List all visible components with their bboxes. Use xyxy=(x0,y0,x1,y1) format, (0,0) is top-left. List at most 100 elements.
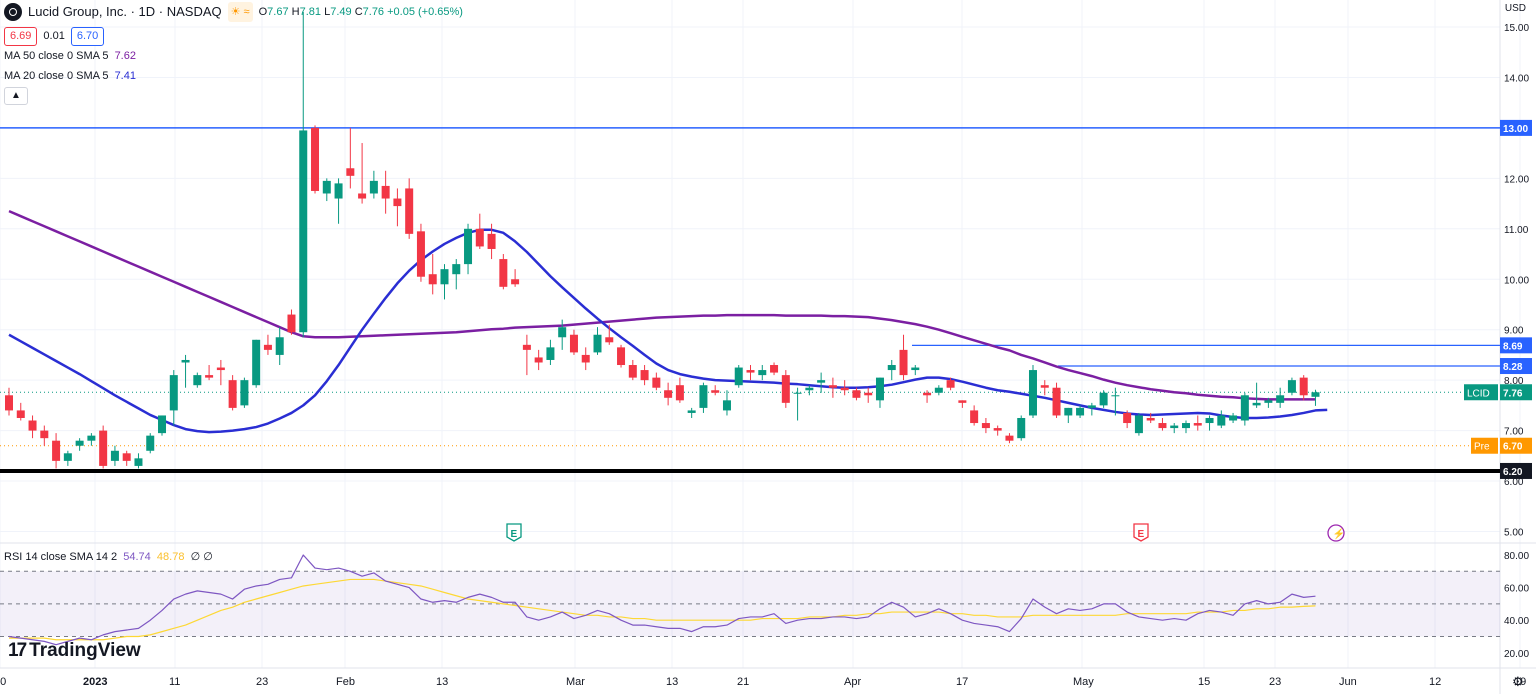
sell-price-button[interactable]: 6.69 xyxy=(4,26,38,46)
candle-body xyxy=(87,435,96,441)
candle xyxy=(416,223,425,282)
rsi-tick-label: 40.00 xyxy=(1504,616,1529,627)
candle xyxy=(299,11,308,338)
candle xyxy=(475,213,484,249)
candle-body xyxy=(193,375,202,386)
candle-body xyxy=(99,430,108,466)
candle xyxy=(1170,423,1179,434)
candle-body xyxy=(1182,423,1190,429)
candle-body xyxy=(628,365,637,378)
candle xyxy=(946,377,955,391)
candle-body xyxy=(911,367,920,371)
candle-body xyxy=(452,264,461,275)
candle xyxy=(593,327,602,355)
candle xyxy=(569,329,578,355)
price-tag-label: 8.69 xyxy=(1503,341,1523,352)
price-tick-label: 8.00 xyxy=(1504,376,1524,387)
currency-label[interactable]: USD xyxy=(1504,3,1526,14)
tradingview-mark-icon: 17 xyxy=(8,640,27,661)
candle xyxy=(722,390,731,416)
candle xyxy=(887,359,896,381)
candle-body xyxy=(75,440,84,446)
candle-body xyxy=(522,344,531,350)
candle-body xyxy=(240,380,249,406)
candle-body xyxy=(1017,417,1026,439)
candle-body xyxy=(746,370,755,373)
market-status-icon[interactable]: ☀ ≈ xyxy=(227,2,253,22)
symbol-title[interactable]: Lucid Group, Inc. · 1D · NASDAQ xyxy=(28,4,222,19)
candle xyxy=(1005,433,1014,444)
candle xyxy=(1217,410,1226,429)
tradingview-logo[interactable]: 17 TradingView xyxy=(8,640,141,661)
candle xyxy=(358,143,367,204)
earnings-icon[interactable]: E xyxy=(506,523,522,542)
settings-gear-icon[interactable]: ⚙ xyxy=(1512,675,1524,690)
collapse-legend-button[interactable]: ▲ xyxy=(4,87,28,105)
candle-body xyxy=(134,458,143,466)
candle xyxy=(110,445,119,466)
candle-body xyxy=(464,228,473,265)
candle xyxy=(40,425,49,446)
price-tag-box xyxy=(1500,337,1532,354)
candle xyxy=(75,438,84,451)
chart-legend: Lucid Group, Inc. · 1D · NASDAQ ☀ ≈ O7.6… xyxy=(4,2,463,106)
event-marker-label: ⚡ xyxy=(1333,527,1345,540)
candle xyxy=(1134,412,1143,436)
price-tag-box xyxy=(1500,358,1532,375)
ma50-legend[interactable]: MA 50 close 0 SMA 5 7.62 xyxy=(4,50,136,62)
candle-body xyxy=(899,349,908,376)
candle-body xyxy=(1123,412,1132,424)
candle-body xyxy=(1276,395,1285,403)
candle xyxy=(405,178,414,239)
price-tag-box xyxy=(1500,462,1532,479)
candle xyxy=(981,417,990,434)
candle xyxy=(546,339,555,366)
candle-body xyxy=(416,231,425,277)
ma20-legend[interactable]: MA 20 close 0 SMA 5 7.41 xyxy=(4,70,136,82)
candle-body xyxy=(1087,405,1096,408)
candle xyxy=(852,387,861,401)
buy-price-button[interactable]: 6.70 xyxy=(70,26,105,46)
flash-icon[interactable]: ⚡ xyxy=(1327,524,1345,542)
candle-body xyxy=(263,344,272,350)
candle xyxy=(1064,407,1073,424)
candle-body xyxy=(934,387,943,393)
candle-body xyxy=(275,337,284,355)
price-tick-label: 5.00 xyxy=(1504,528,1524,539)
candle-body xyxy=(322,180,331,194)
candle-body xyxy=(852,390,861,398)
candle-body xyxy=(1240,395,1249,421)
candle xyxy=(899,334,908,381)
candle xyxy=(1146,412,1155,424)
candle xyxy=(1099,390,1108,408)
candle-body xyxy=(993,428,1002,431)
candle-body xyxy=(1028,370,1037,416)
price-tick-label: 11.00 xyxy=(1504,225,1529,236)
spread-value: 0.01 xyxy=(43,30,65,42)
candle xyxy=(1076,405,1085,418)
candle xyxy=(334,178,343,224)
candle-body xyxy=(981,423,990,429)
rsi-legend[interactable]: RSI 14 close SMA 14 2 54.74 48.78 ∅ ∅ xyxy=(4,551,213,563)
ma20-line xyxy=(8,228,1328,434)
candle xyxy=(99,425,108,469)
candle-body xyxy=(946,380,955,388)
candle xyxy=(1028,365,1037,418)
candle-body xyxy=(1111,395,1120,397)
earnings-icon[interactable]: E xyxy=(1133,523,1149,542)
candle xyxy=(205,365,214,381)
candle-body xyxy=(1040,385,1049,388)
candle-body xyxy=(1076,407,1085,416)
time-tick-label: Mar xyxy=(566,676,585,688)
price-tag-name-box xyxy=(1471,437,1498,454)
candle xyxy=(640,365,649,386)
candle-body xyxy=(958,400,967,403)
candle xyxy=(605,324,614,345)
candle xyxy=(1052,382,1061,418)
time-tick-label: May xyxy=(1073,676,1094,688)
candle-body xyxy=(675,385,684,401)
candle xyxy=(169,370,178,426)
candle-body xyxy=(158,415,167,434)
rsi-tick-label: 60.00 xyxy=(1504,584,1529,595)
